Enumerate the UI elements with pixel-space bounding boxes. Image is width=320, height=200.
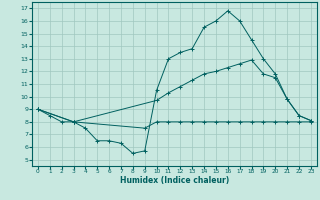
X-axis label: Humidex (Indice chaleur): Humidex (Indice chaleur): [120, 176, 229, 185]
